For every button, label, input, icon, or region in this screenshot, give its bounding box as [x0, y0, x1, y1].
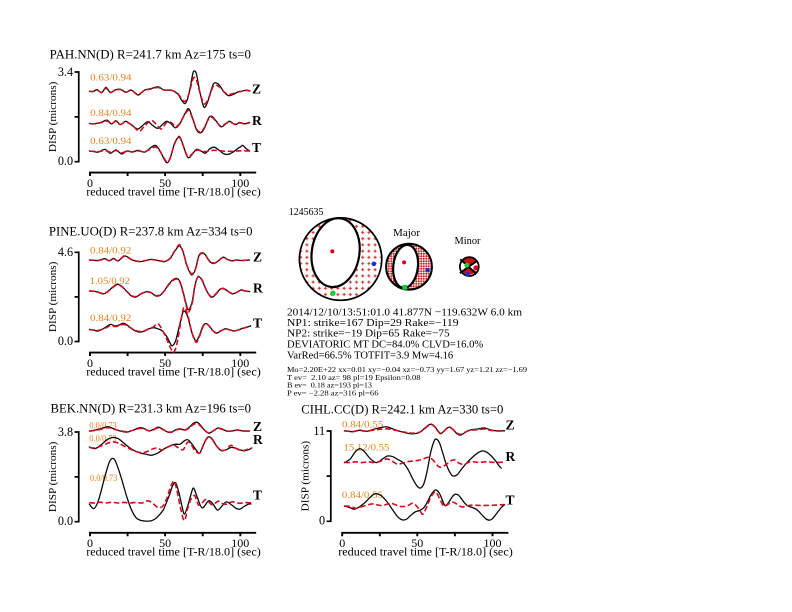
svg-text:NP1: strike=167 Dip=29 Rake=−1: NP1: strike=167 Dip=29 Rake=−119	[287, 317, 459, 329]
svg-text:R: R	[253, 281, 263, 296]
svg-text:100: 100	[231, 536, 249, 550]
svg-text:0: 0	[319, 514, 325, 528]
svg-text:0: 0	[87, 176, 93, 190]
svg-text:BEK.NN(D) R=231.3 km Az=196 ts: BEK.NN(D) R=231.3 km Az=196 ts=0	[51, 400, 252, 415]
svg-text:reduced travel time [T-R/18.0]: reduced travel time [T-R/18.0] (sec)	[86, 184, 261, 198]
svg-text:50: 50	[411, 536, 423, 550]
svg-text:0.84/0.92: 0.84/0.92	[90, 246, 131, 257]
svg-text:15.12/0.55: 15.12/0.55	[344, 443, 390, 454]
svg-text:P ev= −2.28 az=316 pl=66: P ev= −2.28 az=316 pl=66	[287, 389, 379, 398]
svg-text:DISP (microns): DISP (microns)	[47, 81, 59, 152]
svg-text:Z: Z	[253, 250, 262, 265]
svg-text:0.84/0.94: 0.84/0.94	[90, 108, 131, 119]
svg-text:50: 50	[159, 176, 171, 190]
svg-text:0.0: 0.0	[58, 514, 73, 528]
svg-text:reduced travel time [T-R/18.0]: reduced travel time [T-R/18.0] (sec)	[86, 364, 261, 378]
svg-text:T ev= 2.10 az= 98 pl=19 Epsil: T ev= 2.10 az= 98 pl=19 Epsilon=0.08	[287, 373, 421, 382]
svg-text:0.0: 0.0	[58, 334, 73, 348]
svg-text:reduced travel time [T-R/18.0]: reduced travel time [T-R/18.0] (sec)	[338, 545, 513, 559]
svg-text:1.05/0.92: 1.05/0.92	[90, 276, 131, 287]
svg-text:100: 100	[231, 356, 249, 370]
svg-text:2014/12/10/13:51:01.0 41.877N: 2014/12/10/13:51:01.0 41.877N −119.632W …	[287, 307, 523, 319]
svg-text:B ev= 0.18 az=193 pl=13: B ev= 0.18 az=193 pl=13	[287, 381, 372, 390]
svg-text:0: 0	[87, 356, 93, 370]
svg-text:R: R	[252, 113, 262, 128]
svg-text:Major: Major	[393, 227, 420, 239]
svg-text:50: 50	[159, 356, 171, 370]
svg-text:DEVIATORIC MT DC=84.0% CLVD=16: DEVIATORIC MT DC=84.0% CLVD=16.0%	[287, 338, 483, 350]
svg-text:VarRed=66.5% TOTFIT=3.9 Mw=4.1: VarRed=66.5% TOTFIT=3.9 Mw=4.16	[287, 350, 454, 362]
svg-text:0.0/0.73: 0.0/0.73	[89, 420, 116, 431]
svg-text:PINE.UO(D) R=237.8 km Az=334 t: PINE.UO(D) R=237.8 km Az=334 ts=0	[49, 223, 253, 238]
svg-text:DISP (microns): DISP (microns)	[47, 441, 59, 512]
svg-text:11: 11	[313, 424, 325, 438]
svg-text:Z: Z	[252, 82, 261, 97]
svg-text:3.8: 3.8	[58, 425, 73, 439]
svg-text:0: 0	[87, 536, 93, 550]
svg-text:R: R	[253, 432, 263, 447]
svg-text:100: 100	[484, 536, 502, 550]
svg-text:NP2: strike=−19 Dip=65 Rake=−7: NP2: strike=−19 Dip=65 Rake=−75	[287, 328, 450, 340]
svg-text:Mo=2.20E+22 xx=0.01 xy=−0.04 x: Mo=2.20E+22 xx=0.01 xy=−0.04 xz=−0.73 yy…	[287, 365, 527, 374]
svg-text:0.63/0.94: 0.63/0.94	[90, 72, 131, 83]
svg-text:Minor: Minor	[455, 235, 481, 247]
svg-text:100: 100	[231, 176, 249, 190]
svg-text:T: T	[252, 140, 261, 155]
svg-text:0.84/0.55: 0.84/0.55	[342, 419, 383, 430]
svg-text:4.6: 4.6	[58, 245, 73, 259]
svg-text:T: T	[253, 488, 262, 503]
svg-text:CIHL.CC(D) R=242.1 km Az=330 t: CIHL.CC(D) R=242.1 km Az=330 ts=0	[301, 401, 503, 416]
svg-text:0.63/0.94: 0.63/0.94	[90, 136, 131, 147]
svg-text:R: R	[506, 449, 516, 464]
svg-text:0.0/0.73: 0.0/0.73	[89, 434, 116, 445]
svg-text:reduced travel time [T-R/18.0]: reduced travel time [T-R/18.0] (sec)	[86, 545, 261, 559]
svg-text:50: 50	[159, 536, 171, 550]
svg-text:DISP (microns): DISP (microns)	[299, 441, 311, 512]
svg-text:3.4: 3.4	[58, 65, 73, 79]
svg-text:T: T	[506, 492, 515, 507]
svg-text:PAH.NN(D) R=241.7 km Az=175 ts: PAH.NN(D) R=241.7 km Az=175 ts=0	[50, 46, 252, 61]
svg-text:Z: Z	[506, 418, 515, 433]
svg-text:Z: Z	[253, 419, 262, 434]
svg-text:1245635: 1245635	[289, 207, 324, 218]
svg-text:0.84/0.55: 0.84/0.55	[342, 490, 383, 501]
svg-text:DISP (microns): DISP (microns)	[47, 261, 59, 332]
svg-text:T: T	[253, 316, 262, 331]
svg-text:0: 0	[339, 536, 345, 550]
svg-text:0.0: 0.0	[58, 154, 73, 168]
svg-text:0.0/0.73: 0.0/0.73	[90, 473, 117, 484]
svg-text:0.84/0.92: 0.84/0.92	[90, 313, 131, 324]
